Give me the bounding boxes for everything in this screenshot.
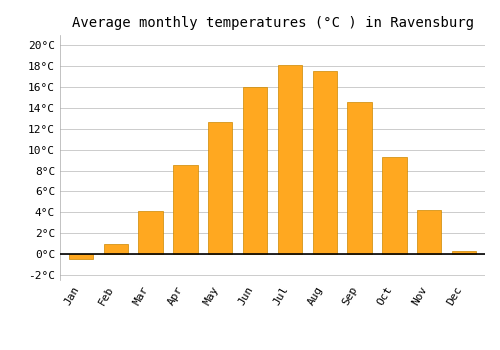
Bar: [243, 87, 268, 254]
Bar: [417, 210, 442, 254]
Bar: [278, 65, 302, 254]
Bar: [382, 157, 406, 254]
Bar: [104, 244, 128, 254]
Bar: [138, 211, 163, 254]
Bar: [348, 102, 372, 254]
Bar: [452, 251, 476, 254]
Bar: [208, 121, 233, 254]
Bar: [68, 254, 93, 259]
Bar: [312, 71, 337, 254]
Bar: [173, 165, 198, 254]
Title: Average monthly temperatures (°C ) in Ravensburg: Average monthly temperatures (°C ) in Ra…: [72, 16, 473, 30]
